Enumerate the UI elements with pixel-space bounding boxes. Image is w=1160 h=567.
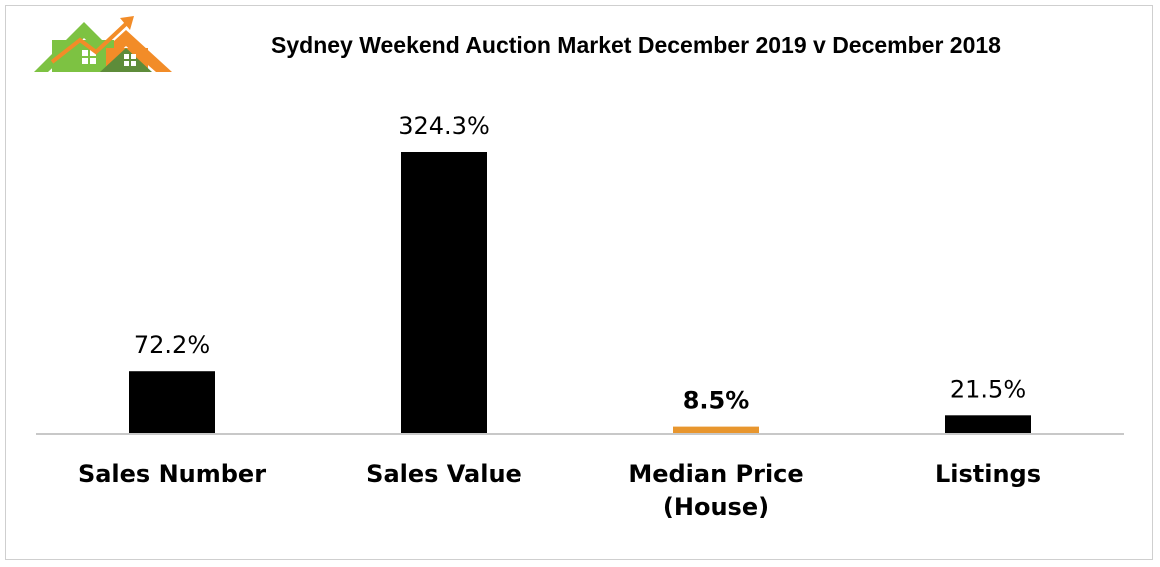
chart-title: Sydney Weekend Auction Market December 2… (271, 32, 1001, 58)
logo-arrow-head (120, 16, 134, 30)
data-label-2: 8.5% (683, 387, 750, 415)
data-label-0: 72.2% (134, 331, 210, 359)
category-label-line: Median Price (628, 460, 803, 488)
data-label-1: 324.3% (398, 112, 490, 140)
logo-olive-roof (100, 48, 152, 72)
logo-trend-arrow (50, 20, 130, 64)
category-label-line: Listings (935, 460, 1041, 488)
chart-frame (5, 5, 1153, 560)
bar-3 (945, 415, 1031, 434)
category-label-2: Median Price (House) (628, 460, 803, 521)
house-logo-icon (34, 16, 172, 72)
bar-0 (129, 371, 215, 434)
category-label-0: Sales Number (78, 460, 266, 488)
category-label-line: Sales Value (366, 460, 522, 488)
data-label-3: 21.5% (950, 375, 1026, 403)
category-label-3: Listings (935, 460, 1041, 488)
category-label-1: Sales Value (366, 460, 522, 488)
category-label-line: (House) (663, 493, 769, 521)
labels-layer: 72.2% Sales Number 324.3% Sales Value 8.5% Me… (78, 112, 1041, 521)
bars-layer (129, 152, 1031, 434)
logo-windows (82, 50, 136, 66)
category-label-line: Sales Number (78, 460, 266, 488)
bar-2 (673, 426, 759, 434)
bar-1 (401, 152, 487, 434)
